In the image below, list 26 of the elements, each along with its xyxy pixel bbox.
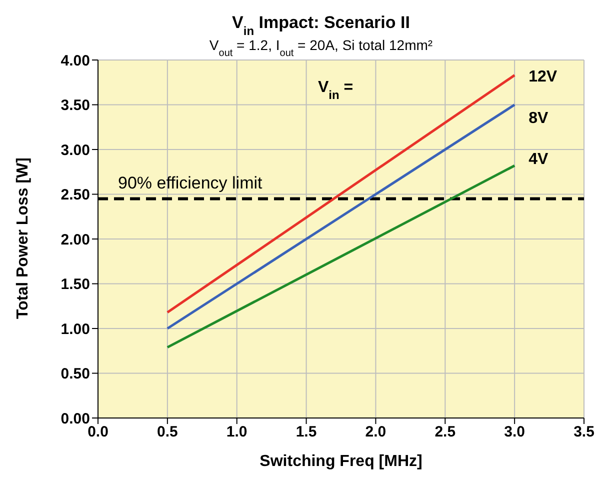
series-label: 12V bbox=[528, 68, 558, 86]
chart-subtitle: V$_{out}$ = 1.2, I$_{out}$ = 20A, Si total 12mm² bbox=[209, 37, 433, 58]
series-label: 8V bbox=[528, 110, 548, 127]
y-tick-label: 0.50 bbox=[60, 366, 90, 383]
x-tick-label: 3.0 bbox=[504, 424, 525, 441]
x-tick-label: 0.5 bbox=[157, 424, 178, 441]
ref-line-label: 90% efficiency limit bbox=[118, 174, 263, 193]
x-tick-label: 1.0 bbox=[226, 424, 248, 441]
y-tick-label: 4.00 bbox=[60, 52, 90, 70]
y-tick-label: 3.50 bbox=[60, 97, 90, 114]
x-tick-label: 3.5 bbox=[574, 424, 594, 441]
chart-title: V$_{in}$ Impact: Scenario II bbox=[232, 13, 410, 38]
y-tick-label: 1.00 bbox=[60, 320, 90, 338]
y-tick-label: 1.50 bbox=[60, 276, 90, 294]
y-tick-label: 2.00 bbox=[60, 231, 90, 248]
x-tick-label: 1.5 bbox=[296, 424, 317, 441]
x-tick-label: 2.5 bbox=[434, 424, 456, 441]
y-tick-label: 3.00 bbox=[60, 142, 90, 159]
y-tick-label: 2.50 bbox=[60, 186, 90, 204]
x-tick-label: 2.0 bbox=[365, 424, 386, 441]
y-axis-title: Total Power Loss [W] bbox=[14, 158, 32, 319]
annotation: V$_{in}$ = bbox=[318, 79, 354, 102]
x-tick-label: 0.0 bbox=[88, 424, 108, 441]
x-axis-title: Switching Freq [MHz] bbox=[260, 453, 422, 470]
series-label: 4V bbox=[528, 150, 548, 168]
y-tick-label: 0.00 bbox=[60, 410, 90, 428]
